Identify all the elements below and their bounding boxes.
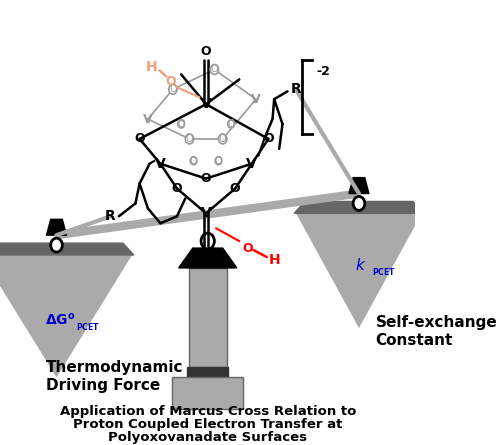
Text: O: O <box>230 182 240 195</box>
Text: R: R <box>290 82 301 96</box>
Text: O: O <box>227 119 235 129</box>
Text: V: V <box>200 206 211 220</box>
Bar <box>188 268 227 367</box>
Text: O: O <box>134 133 145 146</box>
Text: H: H <box>268 253 280 267</box>
Text: R: R <box>105 209 116 223</box>
Text: V: V <box>251 93 260 106</box>
Text: Constant: Constant <box>376 333 453 348</box>
Circle shape <box>228 120 234 128</box>
Text: Proton Coupled Electron Transfer at: Proton Coupled Electron Transfer at <box>73 418 342 431</box>
Text: O: O <box>242 242 253 255</box>
FancyArrowPatch shape <box>60 194 356 235</box>
Text: Driving Force: Driving Force <box>46 377 160 392</box>
Polygon shape <box>46 219 66 235</box>
Text: V: V <box>246 157 257 171</box>
Text: V: V <box>200 97 211 111</box>
Text: V: V <box>143 113 152 125</box>
Circle shape <box>186 134 194 144</box>
Bar <box>187 367 228 377</box>
Text: $\mathbf{\Delta G^o}$: $\mathbf{\Delta G^o}$ <box>46 312 76 328</box>
Text: Thermodynamic: Thermodynamic <box>46 360 183 375</box>
Text: $\mathbf{_{PCET}}$: $\mathbf{_{PCET}}$ <box>76 321 100 334</box>
Text: O: O <box>169 84 176 94</box>
Text: O: O <box>219 134 226 144</box>
Text: O: O <box>201 256 211 270</box>
Circle shape <box>50 238 62 252</box>
Circle shape <box>168 85 177 94</box>
Polygon shape <box>299 215 419 324</box>
Text: Self-exchange: Self-exchange <box>376 315 498 330</box>
Text: $\mathit{k}$: $\mathit{k}$ <box>355 257 366 273</box>
Polygon shape <box>0 257 129 374</box>
Text: O: O <box>210 65 218 74</box>
Text: O: O <box>201 45 211 58</box>
Circle shape <box>201 233 214 249</box>
Text: O: O <box>201 172 211 185</box>
Bar <box>172 377 244 409</box>
Polygon shape <box>0 243 134 255</box>
Text: V: V <box>155 157 166 171</box>
Polygon shape <box>294 202 424 213</box>
Text: O: O <box>178 119 185 129</box>
Text: O: O <box>172 182 182 195</box>
Circle shape <box>178 120 184 128</box>
Circle shape <box>210 65 218 74</box>
Circle shape <box>218 134 227 144</box>
Text: O: O <box>190 156 198 166</box>
Text: O: O <box>186 134 194 144</box>
Text: Polyoxovanadate Surfaces: Polyoxovanadate Surfaces <box>108 431 307 444</box>
Polygon shape <box>178 248 237 268</box>
Text: O: O <box>263 133 274 146</box>
Text: $\mathbf{_{PCET}}$: $\mathbf{_{PCET}}$ <box>372 267 396 279</box>
Circle shape <box>215 157 222 165</box>
Polygon shape <box>349 178 369 194</box>
Text: H: H <box>146 61 158 74</box>
Text: Application of Marcus Cross Relation to: Application of Marcus Cross Relation to <box>60 405 356 418</box>
Circle shape <box>190 157 197 165</box>
Circle shape <box>353 197 365 210</box>
Text: -2: -2 <box>316 65 330 77</box>
Text: O: O <box>166 75 176 88</box>
Text: O: O <box>214 156 222 166</box>
